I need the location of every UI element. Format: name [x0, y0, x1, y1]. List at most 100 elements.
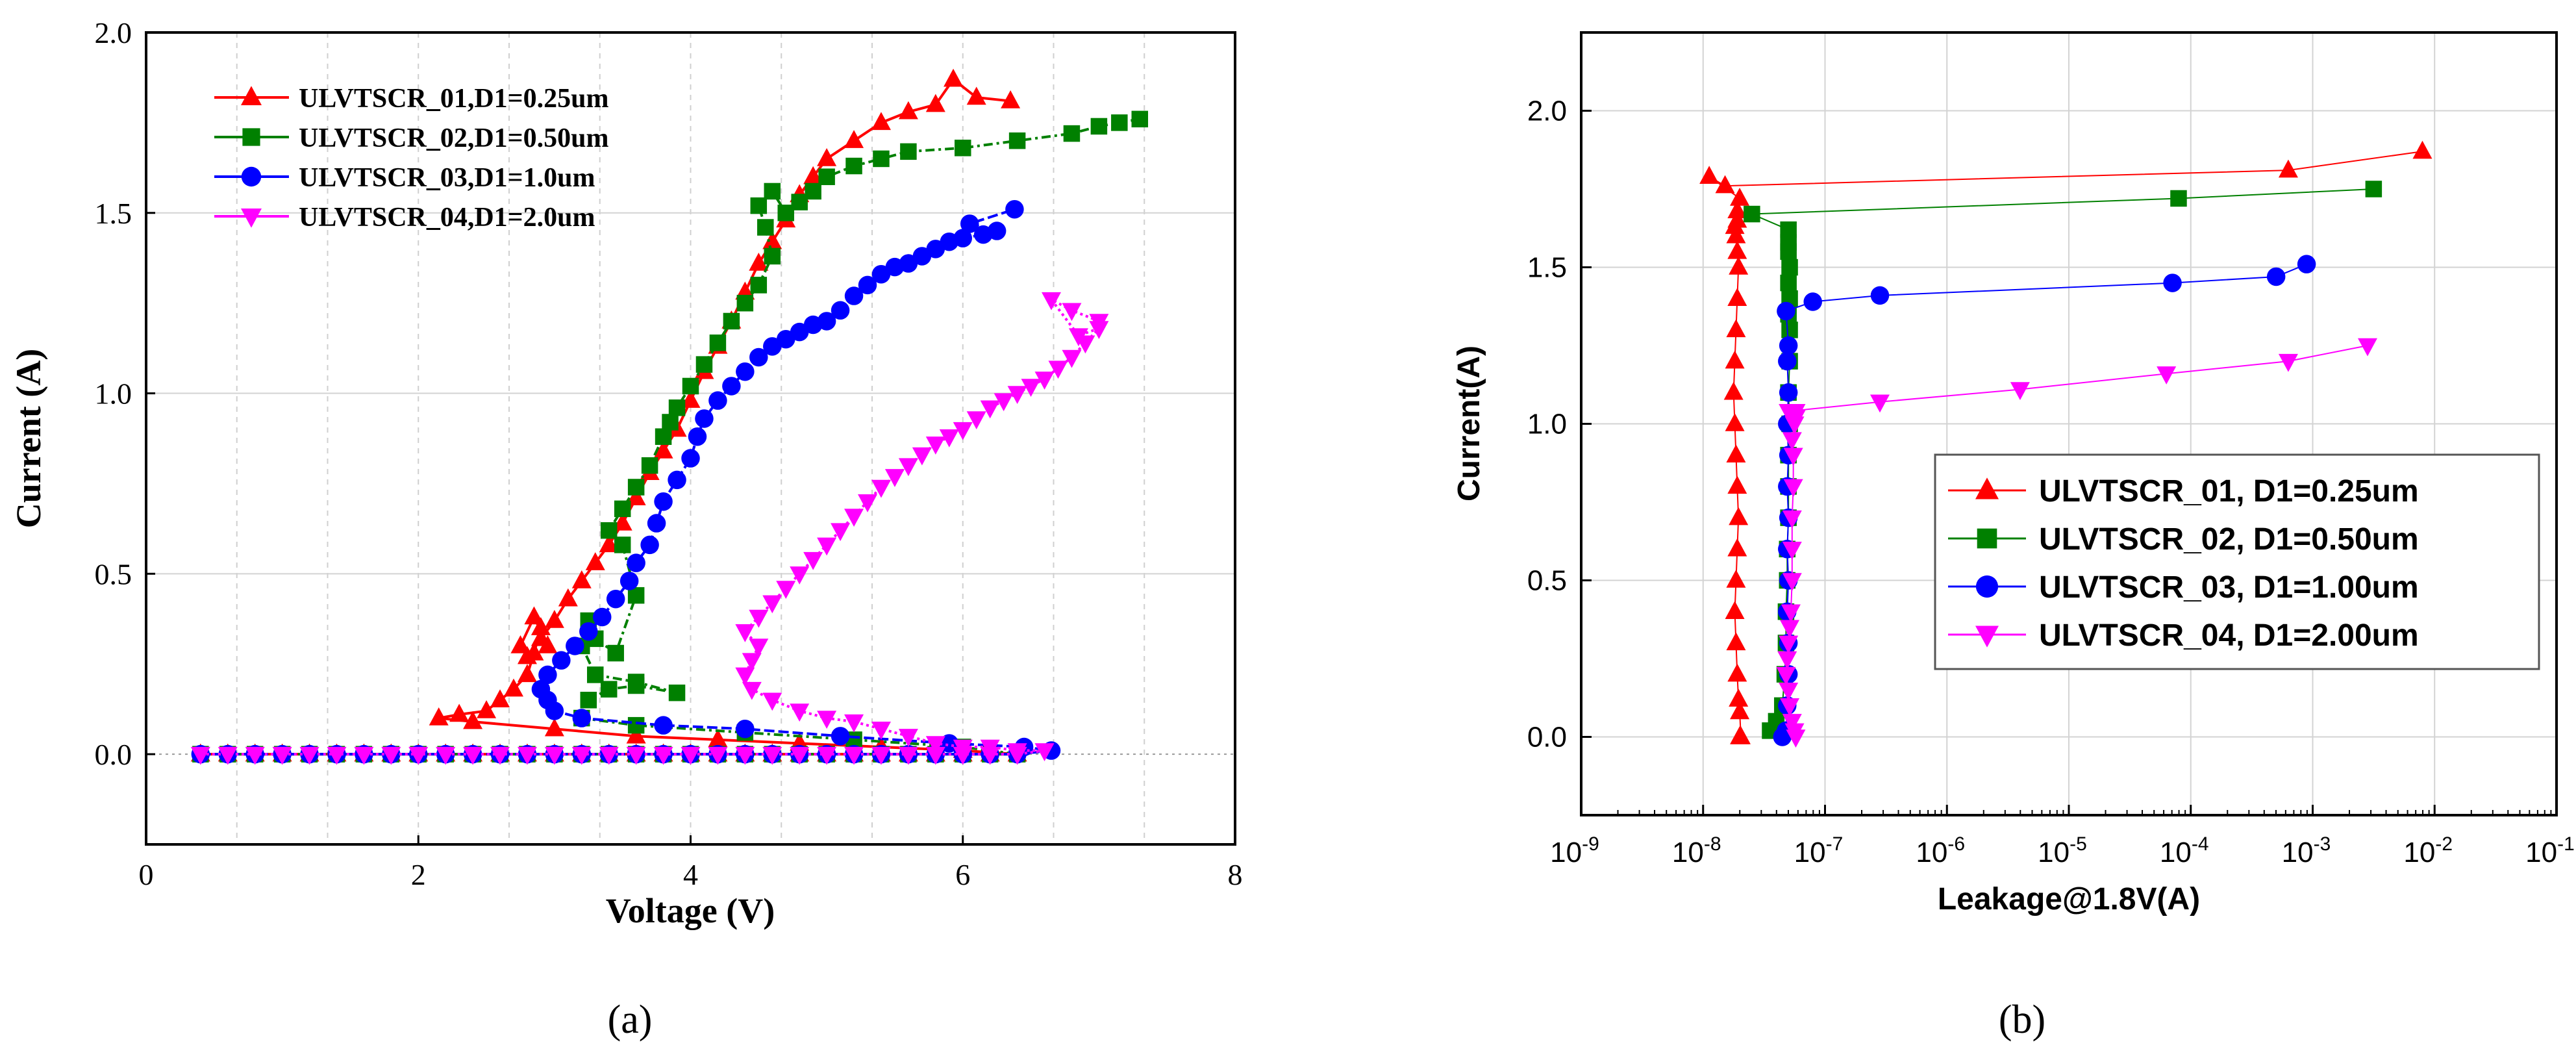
chart-b-data-point: [1723, 381, 1744, 400]
panel-label-a: (a): [608, 998, 653, 1042]
chart-a-data-point: [626, 746, 646, 765]
chart-a-data-point: [1089, 314, 1109, 332]
chart-a-data-point: [844, 746, 864, 765]
chart-a-data-point: [627, 479, 645, 496]
chart-b-data-point: [1779, 403, 1799, 422]
chart-a-data-point: [817, 711, 837, 729]
chart-a-data-point: [871, 721, 891, 740]
chart-b-data-point: [1780, 698, 1800, 716]
chart-a-data-point: [844, 509, 864, 527]
chart-b-data-point: [1783, 479, 1803, 498]
chart-a-data-point: [790, 322, 809, 342]
chart-a-data-point: [898, 101, 918, 120]
chart-a-data-point: [612, 512, 632, 531]
chart-a-data-point: [871, 479, 891, 498]
chart-b-legend-marker: [1975, 626, 1999, 648]
chart-a-data-point: [762, 595, 782, 614]
chart-b-data-point: [2357, 338, 2377, 357]
chart-a-data-point: [944, 68, 964, 87]
chart-a-data-point: [831, 523, 851, 542]
chart-a-data-point: [1048, 360, 1068, 379]
chart-a-data-point: [626, 725, 646, 744]
chart-b-data-point: [1781, 322, 1798, 338]
chart-a-data-point: [858, 494, 878, 512]
chart-a-data-point: [722, 377, 741, 396]
chart-b-data-point: [2157, 366, 2177, 385]
chart-a-legend-label: ULVTSCR_03,D1=1.0um: [299, 163, 595, 193]
chart-b-data-point: [1727, 240, 1747, 259]
chart-a-data-point: [477, 700, 497, 718]
chart-a-data-point: [873, 150, 890, 168]
chart-a-data-point: [925, 94, 945, 112]
chart-a-data-point: [742, 653, 762, 672]
chart-a-data-point: [647, 514, 666, 533]
chart-a-data-point: [817, 147, 837, 166]
chart-b-data-point: [1782, 542, 1802, 560]
chart-a-data-point: [1131, 110, 1149, 128]
chart-a-data-point: [544, 746, 564, 765]
chart-a-data-point: [790, 566, 810, 585]
chart-b-data-point: [1776, 666, 1796, 685]
chart-a-data-point: [354, 746, 374, 765]
chart-b-x-tick-label: 10-6: [1916, 833, 1965, 868]
chart-a-data-point: [709, 335, 727, 351]
chart-a-data-point: [871, 112, 891, 131]
chart-a-data-point: [845, 157, 862, 175]
chart-a-legend-label: ULVTSCR_01,D1=0.25um: [299, 84, 608, 114]
chart-a-data-point: [871, 264, 891, 284]
chart-a-series-line: [200, 118, 1140, 756]
chart-a-data-point: [980, 400, 1000, 419]
chart-a-data-point: [408, 746, 429, 765]
chart-b-data-point: [1727, 209, 1747, 228]
chart-a-data-point: [776, 581, 796, 600]
chart-a-data-point: [805, 183, 821, 200]
chart-a-data-point: [899, 254, 918, 273]
chart-a-data-point: [749, 638, 769, 657]
chart-a-data-point: [735, 746, 755, 765]
chart-b-data-point: [1726, 225, 1746, 244]
chart-b-legend-label: ULVTSCR_01, D1=0.25um: [2039, 474, 2419, 509]
chart-a-data-point: [681, 449, 700, 468]
chart-b-data-point: [1725, 413, 1745, 431]
chart-b-data-point: [1729, 689, 1749, 707]
chart-a-data-point: [517, 664, 537, 683]
chart-a-data-point: [776, 329, 795, 349]
chart-a-data-point: [600, 522, 618, 539]
chart-a-data-point: [1007, 386, 1027, 405]
chart-a-data-point: [817, 537, 837, 556]
chart-a-data-point: [736, 362, 755, 381]
chart-a-legend-marker: [241, 209, 262, 228]
chart-a-data-point: [463, 711, 483, 729]
chart-a-legend-marker: [241, 166, 262, 187]
chart-a-data-point: [803, 551, 823, 570]
chart-a-data-point: [682, 377, 699, 395]
chart-b-y-axis-label: Current(A): [1452, 346, 1486, 501]
chart-a-data-point: [926, 240, 945, 259]
chart-a-y-tick-label: 2.0: [95, 16, 132, 49]
chart-b-x-tick-label: 10-9: [1550, 833, 1599, 868]
chart-a-data-point: [844, 714, 864, 733]
chart-a-data-point: [695, 356, 713, 373]
chart-a-data-point: [790, 746, 810, 765]
chart-a-legend-label: ULVTSCR_02,D1=0.50um: [299, 123, 608, 153]
chart-a-data-point: [762, 231, 782, 249]
chart-a-data-point: [641, 457, 658, 474]
chart-a-data-point: [627, 716, 645, 734]
chart-a-data-point: [614, 537, 631, 553]
chart-b-data-point: [1744, 205, 1760, 223]
chart-a-data-point: [531, 627, 551, 646]
chart-a-data-point: [953, 422, 973, 440]
chart-a-data-point: [953, 739, 973, 758]
chart-a-data-point: [381, 746, 401, 765]
chart-b-data-point: [1699, 166, 1719, 184]
chart-a-data-point: [599, 746, 619, 765]
chart-a-data-point: [614, 500, 631, 518]
chart-a-gridlines: [146, 32, 1235, 844]
chart-b-data-point: [1725, 601, 1745, 619]
chart-b-data-point: [1782, 714, 1802, 732]
chart-a-x-tick-label: 8: [1228, 858, 1243, 891]
chart-a-y-axis-label: Current (A): [9, 349, 48, 528]
chart-a-data-point: [708, 746, 728, 765]
chart-a-data-point: [272, 746, 292, 765]
chart-a-data-point: [1005, 199, 1024, 219]
